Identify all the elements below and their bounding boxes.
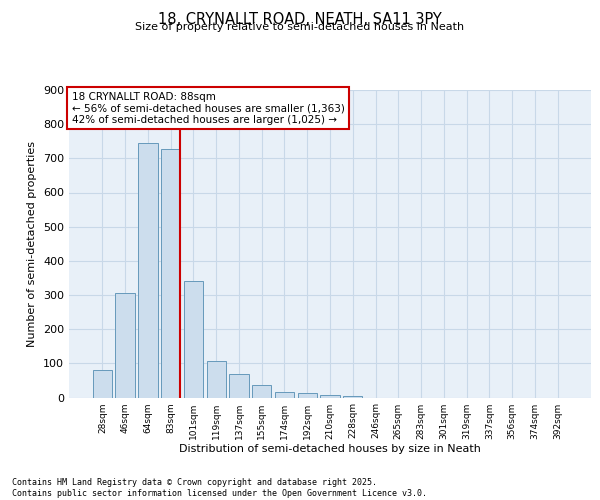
Text: Size of property relative to semi-detached houses in Neath: Size of property relative to semi-detach…	[136, 22, 464, 32]
Text: Contains HM Land Registry data © Crown copyright and database right 2025.
Contai: Contains HM Land Registry data © Crown c…	[12, 478, 427, 498]
Y-axis label: Number of semi-detached properties: Number of semi-detached properties	[28, 141, 37, 347]
Bar	[343, 396, 362, 398]
Text: 18, CRYNALLT ROAD, NEATH, SA11 3PY: 18, CRYNALLT ROAD, NEATH, SA11 3PY	[158, 12, 442, 28]
Bar	[93, 370, 112, 398]
Bar	[138, 144, 158, 398]
Bar	[184, 282, 203, 398]
X-axis label: Distribution of semi-detached houses by size in Neath: Distribution of semi-detached houses by …	[179, 444, 481, 454]
Bar	[252, 384, 271, 398]
Bar	[298, 394, 317, 398]
Text: 18 CRYNALLT ROAD: 88sqm
← 56% of semi-detached houses are smaller (1,363)
42% of: 18 CRYNALLT ROAD: 88sqm ← 56% of semi-de…	[71, 92, 344, 124]
Bar	[161, 149, 181, 398]
Bar	[320, 395, 340, 398]
Bar	[275, 392, 294, 398]
Bar	[206, 360, 226, 398]
Bar	[229, 374, 248, 398]
Bar	[115, 292, 135, 398]
